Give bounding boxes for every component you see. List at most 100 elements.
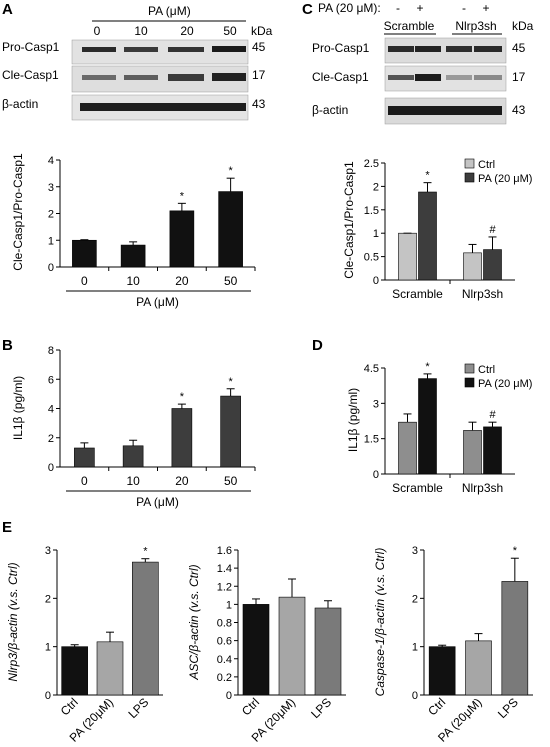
blot-a-band [168, 74, 204, 81]
blot-a-band [168, 47, 204, 52]
y-tick-label: 1 [45, 642, 51, 654]
blot-c-band [474, 75, 502, 80]
blot-c-kda-2: 17 [512, 70, 526, 84]
bar [398, 421, 417, 475]
bar [501, 581, 529, 696]
y-tick-label: 1 [226, 599, 232, 611]
bar [72, 239, 97, 268]
blot-a-row-label-3: β-actin [2, 97, 38, 111]
blot-a-band [82, 75, 116, 80]
bar [242, 604, 270, 696]
blot-c-group-2: Nlrp3sh [455, 19, 496, 33]
significance-marker: * [228, 165, 233, 177]
western-blot-c: PA (20 μM): - + - + Scramble Nlrp3sh kDa… [312, 1, 534, 125]
y-tick-label: 0.4 [217, 654, 232, 666]
blot-a-band [80, 103, 246, 111]
panel-label-a: A [2, 1, 13, 18]
blot-a-lane-2: 10 [134, 24, 148, 38]
bar [428, 646, 456, 696]
bar [74, 447, 95, 468]
y-tick-label: 0 [48, 262, 54, 274]
y-tick-label: 0.2 [217, 672, 232, 684]
blot-c-band [446, 75, 472, 80]
significance-marker: * [513, 545, 518, 557]
y-tick-label: 2 [373, 181, 379, 193]
y-tick-label: 1.5 [364, 434, 379, 446]
legend-label: PA (20 μM) [478, 173, 532, 185]
blot-c-band [388, 106, 502, 115]
y-tick-label: 0.5 [364, 252, 379, 264]
significance-marker: * [180, 391, 185, 403]
y-axis-label: ASC/β-actin (v.s. Ctrl) [187, 564, 201, 680]
bar [314, 607, 342, 696]
blot-a-row-label-1: Pro-Casp1 [2, 40, 60, 54]
y-tick-label: 1 [48, 235, 54, 247]
legend-label: PA (20 μM) [478, 378, 532, 390]
blot-c-kda-1: 45 [512, 41, 526, 55]
y-tick-label: 4 [48, 155, 54, 167]
bar [483, 249, 502, 281]
y-tick-label: 3 [48, 182, 54, 194]
x-tick-label: Ctrl [239, 695, 262, 718]
bar [463, 252, 482, 281]
y-tick-label: 8 [48, 345, 54, 357]
blot-c-sign-1: - [396, 1, 400, 15]
blot-c-sign-2: + [416, 1, 423, 15]
blot-c-treatment: PA (20 μM): [318, 1, 381, 15]
x-tick-label: 50 [224, 474, 238, 488]
x-tick-label: LPS [308, 695, 334, 721]
blot-a-band [124, 75, 158, 80]
y-tick-label: 0 [373, 275, 379, 287]
legend-swatch [464, 377, 475, 388]
blot-a-band [212, 46, 246, 52]
chart-a: 0 1 2 3 4 Cle-Casp1/Pro-Casp1 0 10 * 20 * 50 PA (μM) [11, 153, 256, 309]
bar [169, 210, 195, 268]
x-tick-label: Scramble [392, 287, 443, 301]
blot-a-lane-4: 50 [223, 24, 237, 38]
blot-c-row-label-1: Pro-Casp1 [312, 41, 370, 55]
blot-c-sign-4: + [482, 1, 489, 15]
x-axis-label: PA (μM) [136, 495, 179, 509]
panel-label-d: D [312, 337, 323, 354]
blot-c-row-label-3: β-actin [312, 103, 348, 117]
y-axis-label-ref: /β-actin [373, 595, 387, 639]
x-tick-label: 20 [175, 274, 189, 288]
y-tick-label: 1 [373, 228, 379, 240]
y-tick-label: 1.6 [217, 545, 232, 557]
blot-a-kda-3: 43 [252, 97, 266, 111]
blot-c-group-1: Scramble [384, 19, 435, 33]
significance-marker: # [489, 409, 496, 421]
legend-label: Ctrl [478, 159, 495, 171]
y-tick-label: 2.5 [364, 158, 379, 170]
bar [483, 426, 502, 475]
blot-a-kda-header: kDa [251, 24, 273, 38]
y-axis-label-vs: (v.s. Ctrl) [187, 564, 201, 612]
blot-c-band [415, 74, 441, 81]
y-tick-label: 3 [45, 545, 51, 557]
chart-c: 0 0.5 1 1.5 2 2.5 Cle-Casp1/Pro-Casp1 Scramble *… [342, 158, 532, 301]
legend-swatch [464, 158, 475, 169]
significance-marker: * [143, 546, 148, 558]
y-tick-label: 1.2 [217, 581, 232, 593]
bar [61, 646, 88, 696]
x-tick-label: 20 [175, 474, 189, 488]
bar [122, 445, 144, 468]
y-tick-label: 0 [373, 469, 379, 481]
bar [463, 430, 482, 475]
blot-c-kda-header: kDa [512, 19, 534, 33]
y-axis-label-vs: (v.s. Ctrl) [6, 562, 20, 610]
blot-a-band [124, 47, 158, 52]
y-axis-label-ref: /β-actin [187, 612, 201, 656]
y-tick-label: 3 [412, 545, 418, 557]
x-tick-label: Ctrl [58, 695, 81, 718]
y-tick-label: 0 [412, 690, 418, 702]
y-tick-label: 1 [412, 642, 418, 654]
panel-label-c: C [302, 1, 313, 18]
y-axis-label: Nlrp3/β-actin (v.s. Ctrl) [6, 562, 20, 681]
y-axis-label: Cle-Casp1/Pro-Casp1 [342, 161, 356, 279]
bar [220, 395, 241, 468]
y-axis-label-vs: (v.s. Ctrl) [373, 548, 387, 596]
